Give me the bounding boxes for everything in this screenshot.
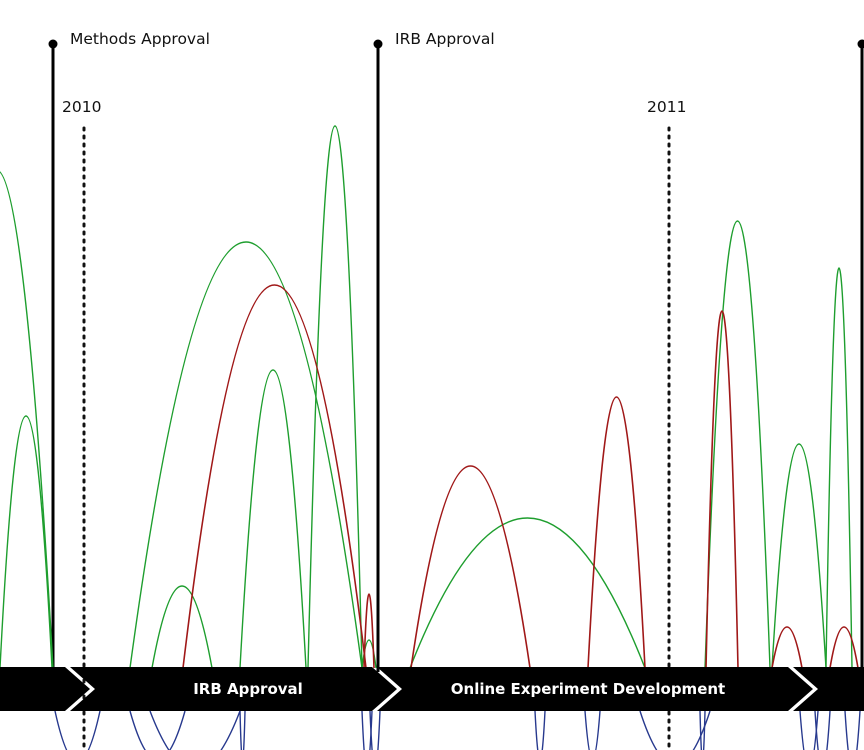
red-arcs xyxy=(182,284,859,669)
arc xyxy=(410,465,531,669)
year-marker-2010: 2010 xyxy=(62,98,101,750)
phase-label: IRB Approval xyxy=(193,680,303,698)
arc xyxy=(799,710,819,750)
arc xyxy=(409,517,646,669)
arc xyxy=(129,710,186,750)
arc xyxy=(239,710,246,750)
arc xyxy=(0,171,54,669)
phase-label: Online Experiment Development xyxy=(451,680,725,698)
milestone-label: Methods Approval xyxy=(70,30,210,48)
arc xyxy=(829,626,859,669)
arc xyxy=(639,710,711,750)
milestone-methods-approval: Methods Approval xyxy=(48,30,210,672)
arc xyxy=(771,443,827,669)
year-marker-2011: 2011 xyxy=(647,98,686,750)
arc xyxy=(363,593,375,669)
arc xyxy=(705,310,739,669)
phase-segment xyxy=(70,667,397,711)
arc xyxy=(814,710,831,750)
arc xyxy=(771,626,803,669)
arc xyxy=(149,710,241,750)
arc xyxy=(307,125,363,669)
arc xyxy=(584,710,601,750)
arc xyxy=(54,710,101,750)
phase-bar: IRB Approval Online Experiment Developme… xyxy=(0,667,864,711)
blue-arcs xyxy=(54,710,861,750)
phase-segment xyxy=(0,667,90,711)
arc xyxy=(0,415,53,669)
arc xyxy=(844,710,861,750)
arc xyxy=(129,241,363,669)
phase-segment xyxy=(793,667,864,711)
arc xyxy=(587,396,646,669)
arc xyxy=(699,710,706,750)
arc xyxy=(361,639,377,669)
arc xyxy=(151,585,213,669)
arc xyxy=(182,284,367,669)
arc xyxy=(704,220,771,669)
arc xyxy=(534,710,546,750)
arc xyxy=(369,710,381,750)
arc xyxy=(825,267,853,669)
milestone-irb-approval: IRB Approval xyxy=(373,30,495,672)
milestone-label: IRB Approval xyxy=(395,30,495,48)
green-arcs xyxy=(0,125,853,669)
year-label: 2011 xyxy=(647,98,686,116)
milestone-offscreen xyxy=(857,39,864,672)
arc xyxy=(239,369,307,669)
year-label: 2010 xyxy=(62,98,101,116)
phase-segment xyxy=(377,667,813,711)
